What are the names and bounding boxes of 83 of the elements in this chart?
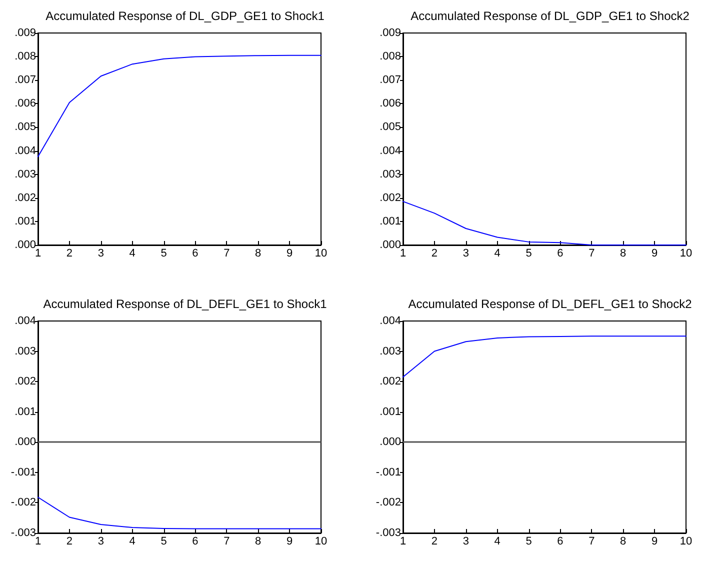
y-tick-label: -.003 [376, 527, 401, 539]
x-tick-label: 3 [98, 536, 104, 548]
x-tick-label: 1 [400, 536, 406, 548]
y-tick-label: .001 [14, 215, 36, 228]
y-tick-label: .009 [14, 27, 36, 39]
x-tick-label: 8 [255, 536, 262, 548]
y-tick-label: .005 [380, 121, 401, 134]
x-tick-label: 6 [192, 248, 198, 260]
x-tick-label: 1 [34, 248, 42, 260]
x-tick-label: 8 [620, 536, 626, 548]
y-tick-label: .006 [380, 98, 401, 110]
y-tick-label: .002 [380, 376, 401, 388]
x-tick-label: 7 [588, 536, 595, 548]
y-tick-label: .007 [14, 74, 36, 86]
x-tick-label: 2 [431, 536, 438, 548]
y-tick-label: .008 [380, 50, 401, 63]
x-tick-label: 8 [620, 248, 626, 260]
y-tick-label: .001 [380, 406, 401, 418]
y-tick-label: .002 [14, 192, 36, 204]
y-tick-label: -.002 [10, 496, 36, 509]
x-tick-label: 8 [255, 248, 262, 260]
y-tick-label: .002 [14, 376, 36, 388]
line-series [402, 336, 686, 378]
x-tick-label: 4 [494, 248, 500, 260]
chart-title: Accumulated Response of DL_DEFL_GE1 to Shock2 [408, 297, 692, 311]
x-tick-label: 4 [129, 536, 136, 548]
chart-title: Accumulated Response of DL_GDP_GE1 to Shock2 [410, 9, 690, 23]
y-tick-label: -.001 [10, 466, 36, 478]
y-tick-label: .004 [14, 144, 36, 157]
y-tick-label: .000 [14, 436, 36, 448]
x-tick-label: 6 [557, 248, 564, 260]
y-tick-label: .000 [14, 239, 36, 251]
y-tick-label: .003 [380, 168, 401, 180]
x-tick-label: 7 [224, 536, 230, 548]
y-tick-label: -.003 [10, 527, 36, 539]
x-tick-label: 4 [129, 248, 136, 260]
chart-title: Accumulated Response of DL_GDP_GE1 to Shock1 [46, 9, 325, 23]
y-tick-label: .006 [14, 98, 36, 110]
y-tick-label: .009 [380, 27, 401, 39]
x-tick-label: 3 [462, 536, 469, 548]
x-tick-label: 7 [588, 248, 595, 260]
x-tick-label: 2 [66, 536, 73, 548]
x-tick-label: 10 [314, 536, 328, 548]
x-tick-label: 3 [98, 248, 104, 260]
y-tick-label: .000 [380, 436, 401, 448]
x-tick-label: 3 [462, 248, 469, 260]
x-tick-label: 1 [34, 536, 42, 548]
x-tick-label: 5 [160, 248, 167, 260]
y-tick-label: .001 [380, 215, 401, 228]
x-tick-label: 10 [680, 248, 692, 260]
x-tick-label: 2 [66, 248, 73, 260]
x-tick-label: 7 [224, 248, 230, 260]
y-tick-label: .007 [380, 74, 401, 86]
x-tick-label: 6 [192, 536, 198, 548]
x-tick-label: 1 [400, 248, 406, 260]
y-tick-label: .004 [380, 144, 401, 157]
y-tick-label: .005 [14, 121, 36, 134]
x-tick-label: 5 [160, 536, 167, 548]
chart-title: Accumulated Response of DL_DEFL_GE1 to Shock1 [43, 297, 328, 311]
y-tick-label: .003 [14, 345, 36, 358]
y-tick-label: .000 [380, 239, 401, 251]
y-tick-label: -.001 [376, 466, 401, 478]
line-series [38, 496, 322, 530]
x-tick-label: 10 [314, 248, 328, 260]
x-tick-label: 9 [651, 248, 658, 260]
y-tick-label: .003 [380, 345, 401, 358]
y-tick-label: .004 [14, 315, 36, 327]
x-tick-label: 5 [526, 536, 532, 548]
y-tick-label: .008 [14, 50, 36, 63]
line-series [38, 54, 322, 158]
x-tick-label: 2 [431, 248, 438, 260]
y-tick-label: .001 [14, 406, 36, 418]
y-tick-label: .002 [380, 192, 401, 204]
x-tick-label: 9 [651, 536, 658, 548]
x-tick-label: 6 [557, 536, 564, 548]
x-tick-label: 5 [526, 248, 532, 260]
x-tick-label: 9 [286, 248, 293, 260]
y-tick-label: .003 [14, 168, 36, 180]
x-tick-label: 10 [680, 536, 692, 548]
y-tick-label: .004 [380, 315, 401, 327]
y-tick-label: -.002 [376, 496, 401, 509]
x-tick-label: 4 [494, 536, 500, 548]
x-tick-label: 9 [286, 536, 293, 548]
